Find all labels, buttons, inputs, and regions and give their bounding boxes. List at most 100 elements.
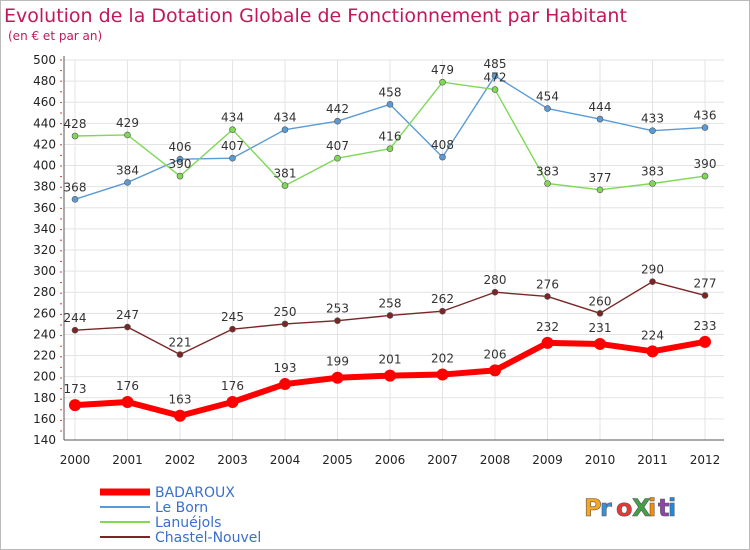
x-tick-label: 2010	[585, 453, 616, 467]
y-tick-label: 300	[33, 264, 56, 278]
data-label: 381	[274, 167, 297, 181]
data-point	[596, 115, 604, 123]
y-tick-label: 380	[33, 180, 56, 194]
data-point	[281, 182, 289, 189]
x-tick-label: 2002	[165, 453, 196, 467]
data-point	[71, 132, 79, 140]
data-label: 280	[484, 273, 507, 287]
data-label: 428	[64, 117, 87, 131]
data-point	[176, 155, 184, 163]
data-label: 407	[221, 139, 244, 153]
data-point	[281, 126, 289, 133]
data-point	[596, 310, 604, 317]
data-point	[544, 180, 551, 187]
data-point	[439, 307, 446, 315]
y-tick-label: 220	[33, 349, 56, 363]
x-tick-label: 2005	[322, 453, 353, 467]
grid	[64, 59, 724, 441]
data-label: 444	[589, 100, 612, 114]
data-label: 368	[64, 180, 87, 194]
data-label: 206	[484, 347, 507, 361]
data-label: 416	[379, 130, 402, 144]
data-label: 383	[641, 165, 664, 179]
data-point	[594, 337, 606, 350]
x-tick-label: 2004	[270, 453, 301, 467]
data-label: 408	[431, 138, 454, 152]
x-tick-label: 2001	[112, 453, 143, 467]
y-tick-label: 400	[33, 159, 56, 173]
data-label: 202	[431, 352, 454, 366]
data-point	[174, 409, 186, 422]
data-point	[334, 317, 341, 325]
x-tick-label: 2003	[217, 453, 248, 467]
data-label: 472	[484, 71, 507, 85]
data-label: 224	[641, 328, 664, 342]
y-tick-label: 340	[33, 222, 56, 236]
data-label: 262	[431, 292, 454, 306]
legend-label: Chastel-Nouvel	[155, 530, 261, 546]
data-label: 163	[169, 393, 192, 407]
data-label: 247	[116, 308, 139, 322]
x-tick-label: 2012	[690, 453, 721, 467]
data-point	[701, 124, 709, 131]
logo-letter: i	[648, 494, 656, 522]
x-tick-label: 2008	[480, 453, 511, 467]
data-label: 384	[116, 163, 139, 177]
data-point	[384, 369, 396, 382]
logo-letter: t	[658, 494, 669, 522]
logo-letter: P	[584, 494, 602, 522]
data-point	[334, 154, 341, 162]
data-label: 193	[274, 361, 297, 375]
data-point	[544, 293, 551, 300]
y-tick-label: 460	[33, 95, 56, 109]
data-label: 390	[694, 157, 717, 171]
chart-title: Evolution de la Dotation Globale de Fonc…	[4, 5, 627, 27]
y-tick-label: 500	[33, 53, 56, 67]
data-label: 244	[64, 311, 87, 325]
x-tick-label: 2006	[375, 453, 406, 467]
data-label: 377	[589, 171, 612, 185]
data-label: 458	[379, 85, 402, 99]
data-point	[334, 117, 341, 125]
y-tick-label: 320	[33, 243, 56, 257]
data-point	[69, 399, 81, 412]
data-label: 245	[221, 310, 244, 324]
data-label: 407	[326, 139, 349, 153]
data-label: 176	[221, 379, 244, 393]
x-tick-label: 2007	[427, 453, 458, 467]
chart-subtitle: (en € et par an)	[8, 29, 102, 43]
y-tick-label: 200	[33, 370, 56, 384]
data-point	[491, 288, 499, 296]
data-point	[124, 323, 131, 331]
y-tick-label: 480	[33, 74, 56, 88]
data-point	[649, 127, 656, 135]
data-point	[176, 172, 184, 180]
logo-letter: i	[668, 494, 676, 522]
data-point	[386, 145, 394, 152]
data-label: 258	[379, 296, 402, 310]
x-tick-label: 2000	[60, 453, 91, 467]
data-point	[491, 86, 499, 93]
data-label: 201	[379, 353, 402, 367]
data-point	[226, 396, 239, 408]
logo-letter: X	[632, 494, 651, 522]
proxiti-logo: Pr o Xi ti	[584, 494, 677, 523]
data-point	[386, 101, 394, 108]
data-label: 221	[169, 336, 192, 350]
data-label: 454	[536, 90, 559, 104]
data-label: 276	[536, 277, 559, 291]
data-point	[489, 364, 501, 377]
data-label: 253	[326, 302, 349, 316]
data-point	[124, 131, 131, 139]
data-label: 233	[694, 319, 717, 333]
data-label: 250	[274, 305, 297, 319]
y-tick-label: 160	[33, 412, 56, 426]
data-point	[386, 312, 394, 319]
data-point	[229, 325, 236, 333]
data-label: 429	[116, 116, 139, 130]
data-point	[649, 278, 656, 285]
logo-letter: o	[616, 494, 633, 522]
